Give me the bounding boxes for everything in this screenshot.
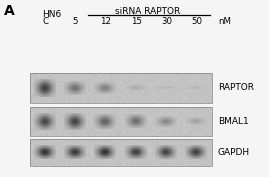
Text: siRNA RAPTOR: siRNA RAPTOR <box>115 7 180 16</box>
Text: 30: 30 <box>161 17 172 26</box>
Text: A: A <box>4 4 15 18</box>
Bar <box>30 107 212 136</box>
Text: 5: 5 <box>73 17 78 26</box>
Text: 15: 15 <box>131 17 142 26</box>
Text: 50: 50 <box>191 17 202 26</box>
Text: BMAL1: BMAL1 <box>218 117 249 126</box>
Text: HN6: HN6 <box>43 10 62 19</box>
Text: C: C <box>42 17 48 26</box>
Text: nM: nM <box>218 17 231 26</box>
Text: RAPTOR: RAPTOR <box>218 84 254 93</box>
Text: 12: 12 <box>100 17 111 26</box>
Bar <box>30 139 212 166</box>
Text: GAPDH: GAPDH <box>218 148 250 157</box>
Bar <box>30 73 212 103</box>
